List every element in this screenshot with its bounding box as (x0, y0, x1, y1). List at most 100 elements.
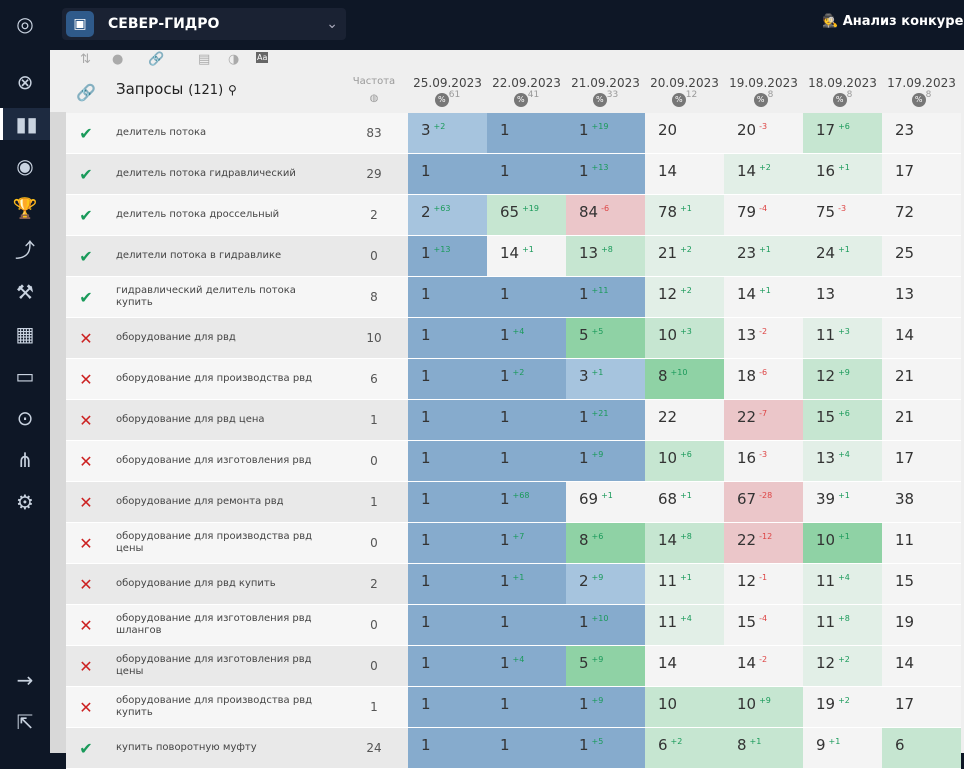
position-cell[interactable]: 2 +63 (408, 195, 487, 236)
position-cell[interactable]: 11 (882, 523, 961, 564)
contrast-icon[interactable]: ◑ (228, 52, 240, 67)
toggle-icon[interactable]: ● (112, 52, 124, 67)
position-cell[interactable]: 1 (487, 441, 566, 482)
position-cell[interactable]: 21 (882, 359, 961, 400)
position-cell[interactable]: 16 +1 (803, 154, 882, 195)
date-column-header[interactable]: 25.09.2023% 61 (408, 76, 487, 107)
position-cell[interactable]: 14 -2 (724, 646, 803, 687)
position-cell[interactable]: 19 +2 (803, 687, 882, 728)
position-cell[interactable]: 65 +19 (487, 195, 566, 236)
position-cell[interactable]: 6 +2 (645, 728, 724, 769)
scroll-strip[interactable] (50, 112, 66, 753)
date-column-header[interactable]: 21.09.2023% 33 (566, 76, 645, 107)
position-cell[interactable]: 18 -6 (724, 359, 803, 400)
inbox-icon[interactable]: ▭ (15, 364, 35, 388)
position-cell[interactable]: 14 +1 (724, 277, 803, 318)
position-cell[interactable]: 13 (803, 277, 882, 318)
keyboard-icon[interactable]: ▦ (15, 322, 35, 346)
position-cell[interactable]: 1 (487, 113, 566, 154)
position-cell[interactable]: 79 -4 (724, 195, 803, 236)
competitors-link[interactable]: 🕵 Анализ конкурен (822, 14, 964, 29)
position-cell[interactable]: 2 +9 (566, 564, 645, 605)
query-text[interactable]: оборудование для производства рвд цены (106, 523, 340, 564)
position-cell[interactable]: 14 +2 (724, 154, 803, 195)
position-cell[interactable]: 1 +13 (566, 154, 645, 195)
position-cell[interactable]: 67 -28 (724, 482, 803, 523)
position-cell[interactable]: 1 +4 (487, 318, 566, 359)
position-cell[interactable]: 1 (408, 277, 487, 318)
position-cell[interactable]: 21 (882, 400, 961, 441)
position-cell[interactable]: 1 +2 (487, 359, 566, 400)
position-cell[interactable]: 1 +5 (566, 728, 645, 769)
font-icon[interactable]: Aa (256, 52, 269, 63)
position-cell[interactable]: 12 -1 (724, 564, 803, 605)
position-cell[interactable]: 3 +2 (408, 113, 487, 154)
position-cell[interactable]: 69 +1 (566, 482, 645, 523)
trend-icon[interactable]: ⤴ (15, 238, 35, 262)
position-cell[interactable]: 1 +7 (487, 523, 566, 564)
query-text[interactable]: оборудование для рвд (106, 318, 340, 359)
position-cell[interactable]: 1 +9 (566, 687, 645, 728)
position-cell[interactable]: 1 +9 (566, 441, 645, 482)
position-cell[interactable]: 17 (882, 154, 961, 195)
position-cell[interactable]: 17 (882, 441, 961, 482)
tools-icon[interactable]: ⚒ (16, 280, 34, 304)
position-cell[interactable]: 23 (882, 113, 961, 154)
position-cell[interactable]: 10 (645, 687, 724, 728)
position-cell[interactable]: 24 +1 (803, 236, 882, 277)
search-icon[interactable]: ⚲ (227, 83, 237, 97)
trophy-icon[interactable]: 🏆 (12, 196, 38, 220)
position-cell[interactable]: 8 +1 (724, 728, 803, 769)
position-cell[interactable]: 22 -12 (724, 523, 803, 564)
query-text[interactable]: оборудование для производства рвд (106, 359, 340, 400)
date-column-header[interactable]: 18.09.2023% 8 (803, 76, 882, 107)
query-text[interactable]: делитель потока дроссельный (106, 195, 340, 236)
position-cell[interactable]: 15 +6 (803, 400, 882, 441)
position-cell[interactable]: 14 (645, 154, 724, 195)
query-text[interactable]: оборудование для ремонта рвд (106, 482, 340, 523)
position-cell[interactable]: 17 (882, 687, 961, 728)
positions-icon[interactable]: ▮▮ (0, 108, 50, 140)
expand-icon[interactable]: → (16, 668, 34, 692)
position-cell[interactable]: 15 -4 (724, 605, 803, 646)
position-cell[interactable]: 1 +13 (408, 236, 487, 277)
position-cell[interactable]: 13 -2 (724, 318, 803, 359)
position-cell[interactable]: 19 (882, 605, 961, 646)
date-column-header[interactable]: 20.09.2023% 12 (645, 76, 724, 107)
position-cell[interactable]: 13 +8 (566, 236, 645, 277)
position-cell[interactable]: 1 +11 (566, 277, 645, 318)
position-cell[interactable]: 1 (408, 318, 487, 359)
position-cell[interactable]: 72 (882, 195, 961, 236)
position-cell[interactable]: 1 (408, 605, 487, 646)
position-cell[interactable]: 13 (882, 277, 961, 318)
query-text[interactable]: оборудование для рвд цена (106, 400, 340, 441)
position-cell[interactable]: 11 +4 (645, 605, 724, 646)
query-text[interactable]: делитель потока гидравлический (106, 154, 340, 195)
position-cell[interactable]: 1 (487, 154, 566, 195)
position-cell[interactable]: 10 +9 (724, 687, 803, 728)
position-cell[interactable]: 1 (487, 400, 566, 441)
competitors-icon[interactable]: ◉ (16, 154, 34, 178)
position-cell[interactable]: 68 +1 (645, 482, 724, 523)
position-cell[interactable]: 11 +1 (645, 564, 724, 605)
position-cell[interactable]: 21 +2 (645, 236, 724, 277)
position-cell[interactable]: 20 -3 (724, 113, 803, 154)
position-cell[interactable]: 5 +5 (566, 318, 645, 359)
position-cell[interactable]: 14 +8 (645, 523, 724, 564)
logo-icon[interactable]: ◎ (16, 12, 34, 36)
position-cell[interactable]: 14 (882, 646, 961, 687)
position-cell[interactable]: 1 +4 (487, 646, 566, 687)
position-cell[interactable]: 8 +6 (566, 523, 645, 564)
position-cell[interactable]: 8 +10 (645, 359, 724, 400)
position-cell[interactable]: 9 +1 (803, 728, 882, 769)
position-cell[interactable]: 14 (882, 318, 961, 359)
position-cell[interactable]: 13 +4 (803, 441, 882, 482)
position-cell[interactable]: 10 +3 (645, 318, 724, 359)
position-cell[interactable]: 1 (408, 728, 487, 769)
sitemap-icon[interactable]: ⋔ (16, 448, 34, 472)
document-icon[interactable]: ▤ (198, 52, 211, 67)
position-cell[interactable]: 12 +2 (645, 277, 724, 318)
date-column-header[interactable]: 22.09.2023% 41 (487, 76, 566, 107)
position-cell[interactable]: 12 +2 (803, 646, 882, 687)
query-text[interactable]: оборудование для производства рвд купить (106, 687, 340, 728)
